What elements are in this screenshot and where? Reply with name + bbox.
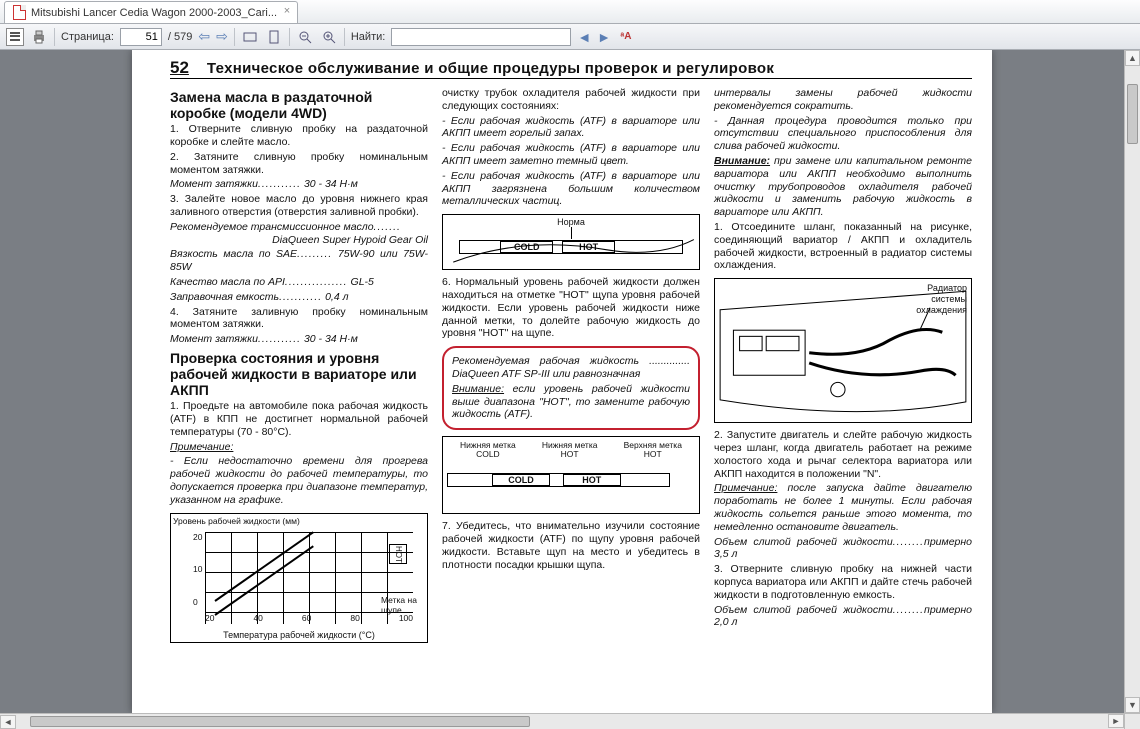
page-number-input[interactable]	[120, 28, 162, 46]
scroll-left-icon[interactable]: ◄	[0, 715, 16, 729]
close-tab-icon[interactable]: ×	[281, 6, 293, 18]
callout-text: Рекомендуемая рабочая жидкость .........…	[452, 355, 690, 381]
body-text: 4. Затяните заливную пробку номинальным …	[170, 306, 428, 332]
body-text: интервалы замены рабочей жидкости рекоме…	[714, 87, 972, 113]
zoom-out-icon[interactable]	[296, 28, 314, 46]
body-text: 1. Отсоедините шланг, показанный на рису…	[714, 221, 972, 272]
document-tab[interactable]: Mitsubishi Lancer Cedia Wagon 2000-2003_…	[4, 1, 298, 23]
body-text: - Если недостаточно времени для прогрева…	[170, 455, 428, 506]
note-text: Примечание:	[170, 441, 428, 454]
find-prev-icon[interactable]: ◄	[577, 29, 591, 45]
body-text: 1. Проедьте на автомобиле пока рабочая ж…	[170, 400, 428, 438]
spec-line: Вязкость масла по SAE......... 75W-90 ил…	[170, 248, 428, 274]
warning-text: Внимание: при замене или капитальном рем…	[714, 155, 972, 219]
note-text: Примечание: после запуска дайте двигател…	[714, 482, 972, 533]
horizontal-scrollbar[interactable]: ◄ ►	[0, 713, 1124, 729]
chart-hot-box: HOT	[389, 544, 407, 565]
scroll-up-icon[interactable]: ▲	[1125, 50, 1140, 66]
find-label: Найти:	[351, 31, 385, 43]
sidebar-toggle-icon[interactable]	[6, 28, 24, 46]
toolbar-separator	[289, 28, 290, 46]
scroll-right-icon[interactable]: ►	[1108, 714, 1124, 728]
body-text: 3. Отверните сливную пробку на нижней ча…	[714, 563, 972, 601]
body-text: очистку трубок охладителя рабочей жидкос…	[442, 87, 700, 113]
body-text: - Если рабочая жидкость (ATF) в вариатор…	[442, 170, 700, 208]
page-label: Страница:	[61, 31, 114, 43]
toolbar: Страница: / 579 ⇦ ⇨ Найти: ◄ ► ᵃA	[0, 24, 1140, 50]
spec-line: Рекомендуемое трансмиссионное масло.....…	[170, 221, 428, 247]
spec-line: Объем слитой рабочей жидкости........при…	[714, 536, 972, 562]
fit-page-icon[interactable]	[265, 28, 283, 46]
spec-line: Момент затяжки........... 30 - 34 Н·м	[170, 333, 428, 346]
toolbar-separator	[234, 28, 235, 46]
find-next-icon[interactable]: ►	[597, 29, 611, 45]
body-text: - Данная процедура проводится только при…	[714, 115, 972, 153]
spec-line: Объем слитой рабочей жидкости........при…	[714, 604, 972, 630]
chart-y-label: Уровень рабочей жидкости (мм)	[173, 516, 300, 526]
scrollbar-corner	[1124, 713, 1140, 729]
body-text: - Если рабочая жидкость (ATF) в вариатор…	[442, 142, 700, 168]
match-case-icon[interactable]: ᵃA	[617, 28, 635, 46]
section-heading: Проверка состояния и уровня рабочей жидк…	[170, 350, 428, 398]
page-total: / 579	[168, 31, 192, 43]
page-running-title: Техническое обслуживание и общие процеду…	[207, 60, 774, 77]
body-text: 7. Убедитесь, что внимательно изучили со…	[442, 520, 700, 571]
chart-x-label: Температура рабочей жидкости (°C)	[171, 630, 427, 641]
body-text: 2. Запустите двигатель и слейте рабочую …	[714, 429, 972, 480]
zoom-in-icon[interactable]	[320, 28, 338, 46]
pdf-page: 52 Техническое обслуживание и общие проц…	[132, 50, 992, 713]
callout-text: Внимание: если уровень рабочей жидкости …	[452, 383, 690, 421]
spec-line: Заправочная емкость........... 0,4 л	[170, 291, 428, 304]
body-text: 1. Отверните сливную пробку на раздаточн…	[170, 123, 428, 149]
dipstick-diagram-2: Нижняя меткаCOLD Нижняя меткаHOT Верхняя…	[442, 436, 700, 514]
tab-title: Mitsubishi Lancer Cedia Wagon 2000-2003_…	[31, 7, 277, 19]
tab-bar: Mitsubishi Lancer Cedia Wagon 2000-2003_…	[0, 0, 1140, 24]
next-page-icon[interactable]: ⇨	[216, 28, 228, 45]
body-text: 6. Нормальный уровень рабочей жидкости д…	[442, 276, 700, 340]
scroll-down-icon[interactable]: ▼	[1125, 697, 1140, 713]
find-input[interactable]	[391, 28, 571, 46]
toolbar-separator	[344, 28, 345, 46]
column-1: Замена масла в раздаточной коробке (моде…	[170, 85, 428, 643]
engine-bay-diagram: Радиатор системы охлаждения	[714, 278, 972, 423]
scroll-thumb[interactable]	[1127, 84, 1138, 144]
column-3: интервалы замены рабочей жидкости рекоме…	[714, 85, 972, 643]
body-text: 3. Залейте новое масло до уровня нижнего…	[170, 193, 428, 219]
spec-line: Момент затяжки........... 30 - 34 Н·м	[170, 178, 428, 191]
highlighted-callout: Рекомендуемая рабочая жидкость .........…	[442, 346, 700, 430]
scroll-thumb[interactable]	[30, 716, 530, 727]
print-icon[interactable]	[30, 28, 48, 46]
section-heading: Замена масла в раздаточной коробке (моде…	[170, 89, 428, 121]
body-text: - Если рабочая жидкость (ATF) в вариатор…	[442, 115, 700, 141]
prev-page-icon[interactable]: ⇦	[198, 28, 210, 45]
column-2: очистку трубок охладителя рабочей жидкос…	[442, 85, 700, 643]
toolbar-separator	[54, 28, 55, 46]
page-number-print: 52	[170, 58, 189, 78]
body-text: 2. Затяните сливную пробку номинальным м…	[170, 151, 428, 177]
pdf-icon	[13, 5, 26, 20]
fit-width-icon[interactable]	[241, 28, 259, 46]
vertical-scrollbar[interactable]: ▲ ▼	[1124, 50, 1140, 713]
document-viewport: 52 Техническое обслуживание и общие проц…	[0, 50, 1124, 713]
fluid-level-chart: Уровень рабочей жидкости (мм) HOT Метка …	[170, 513, 428, 643]
dipstick-diagram-1: Норма COLD HOT	[442, 214, 700, 270]
spec-line: Качество масла по API................ GL…	[170, 276, 428, 289]
